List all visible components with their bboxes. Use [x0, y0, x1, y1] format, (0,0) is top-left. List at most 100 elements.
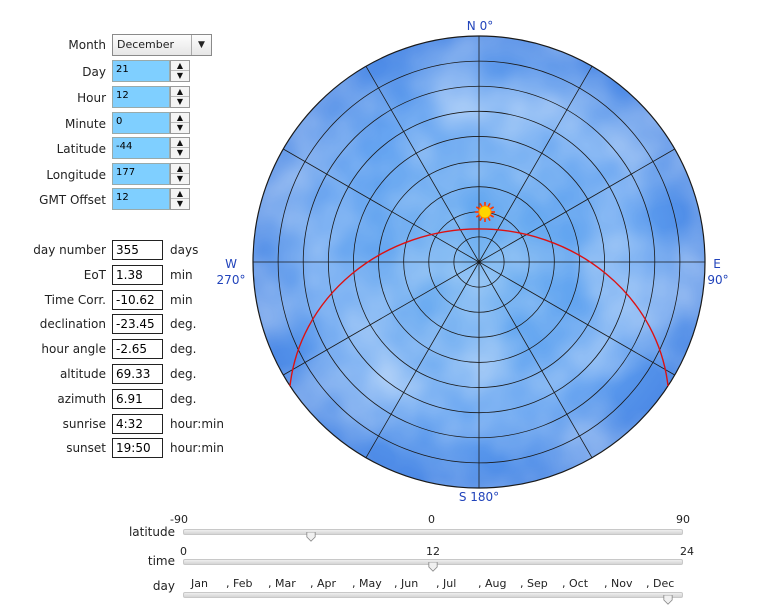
- month-separator: ,: [604, 577, 608, 590]
- month-separator: ,: [310, 577, 314, 590]
- gmt-offset-label: GMT Offset: [39, 193, 106, 207]
- latitude-min-tick: -90: [170, 513, 188, 526]
- longitude-up-icon[interactable]: ▲: [171, 164, 189, 174]
- month-tick-oct: Oct: [569, 577, 589, 590]
- latitude-slider-thumb[interactable]: [305, 532, 317, 542]
- day-down-icon[interactable]: ▼: [176, 71, 184, 80]
- latitude-slider[interactable]: [183, 529, 683, 535]
- longitude-down-icon[interactable]: ▼: [176, 174, 184, 183]
- month-select[interactable]: December ▼: [112, 34, 212, 56]
- time-corr-value: -10.62: [112, 290, 163, 310]
- time-slider-thumb[interactable]: [427, 562, 439, 572]
- hour-input[interactable]: 12: [112, 86, 170, 108]
- hour-up-icon[interactable]: ▲: [171, 87, 189, 97]
- month-tick-mar: Mar: [275, 577, 296, 590]
- latitude-slider-label: latitude: [128, 525, 175, 539]
- east-deg: 90°: [707, 273, 729, 287]
- sun-path-line: [289, 228, 669, 387]
- month-separator: ,: [436, 577, 440, 590]
- latitude-max-tick: 90: [676, 513, 690, 526]
- time-min-tick: 0: [180, 545, 187, 558]
- hour-down-icon[interactable]: ▼: [176, 97, 184, 106]
- azimuth-value: 6.91: [112, 389, 163, 409]
- day-slider[interactable]: [183, 592, 683, 598]
- day-input[interactable]: 21: [112, 60, 170, 82]
- time-corr-unit: min: [170, 293, 193, 307]
- dome-background: [253, 36, 705, 488]
- west-letter: W: [225, 257, 237, 271]
- hour-angle-value: -2.65: [112, 339, 163, 359]
- month-separator: ,: [268, 577, 272, 590]
- day-up-icon[interactable]: ▲: [171, 61, 189, 71]
- hour-angle-unit: deg.: [170, 342, 197, 356]
- azimuth-label: azimuth: [57, 392, 106, 406]
- declination-label: declination: [39, 317, 106, 331]
- eot-unit: min: [170, 268, 193, 282]
- sunset-value: 19:50: [112, 438, 163, 458]
- time-max-tick: 24: [680, 545, 694, 558]
- month-tick-feb: Feb: [233, 577, 253, 590]
- month-separator: ,: [478, 577, 482, 590]
- altitude-label: altitude: [59, 367, 106, 381]
- gmt-up-icon[interactable]: ▲: [171, 189, 189, 199]
- sunrise-label: sunrise: [62, 417, 106, 431]
- latitude-mid-tick: 0: [428, 513, 435, 526]
- month-label: Month: [68, 38, 106, 52]
- gmt-offset-input[interactable]: 12: [112, 188, 170, 210]
- declination-unit: deg.: [170, 317, 197, 331]
- eot-value: 1.38: [112, 265, 163, 285]
- month-tick-nov: Nov: [611, 577, 633, 590]
- west-deg: 270°: [216, 273, 246, 287]
- month-separator: ,: [394, 577, 398, 590]
- minute-label: Minute: [65, 117, 106, 131]
- latitude-input[interactable]: -44: [112, 137, 170, 159]
- time-corr-label: Time Corr.: [44, 293, 106, 307]
- month-tick-apr: Apr: [317, 577, 337, 590]
- altitude-unit: deg.: [170, 367, 197, 381]
- month-tick-may: May: [359, 577, 382, 590]
- time-mid-tick: 12: [426, 545, 440, 558]
- month-tick-jul: Jul: [443, 577, 457, 590]
- minute-down-icon[interactable]: ▼: [176, 123, 184, 132]
- hour-angle-label: hour angle: [41, 342, 106, 356]
- chevron-down-icon[interactable]: ▼: [191, 35, 211, 55]
- month-separator: ,: [562, 577, 566, 590]
- minute-input[interactable]: 0: [112, 112, 170, 134]
- latitude-up-icon[interactable]: ▲: [171, 138, 189, 148]
- altitude-value: 69.33: [112, 364, 163, 384]
- day-label: Day: [82, 65, 106, 79]
- azimuth-unit: deg.: [170, 392, 197, 406]
- latitude-label: Latitude: [56, 142, 106, 156]
- month-value: December: [117, 38, 175, 51]
- east-letter: E: [713, 257, 721, 271]
- dome-clouds: [253, 36, 705, 488]
- month-separator: ,: [226, 577, 230, 590]
- minute-up-icon[interactable]: ▲: [171, 113, 189, 123]
- month-separator: ,: [646, 577, 650, 590]
- time-slider-label: time: [147, 554, 175, 568]
- month-separator: ,: [520, 577, 524, 590]
- longitude-input[interactable]: 177: [112, 163, 170, 185]
- month-tick-aug: Aug: [485, 577, 507, 590]
- south-label: S 180°: [458, 490, 500, 504]
- gmt-down-icon[interactable]: ▼: [176, 199, 184, 208]
- month-separator: ,: [352, 577, 356, 590]
- month-tick-jan: Jan: [191, 577, 208, 590]
- sunrise-unit: hour:min: [170, 417, 224, 431]
- day-number-value: 355: [112, 240, 163, 260]
- sunset-label: sunset: [66, 441, 106, 455]
- day-slider-thumb[interactable]: [662, 595, 674, 605]
- day-number-unit: days: [170, 243, 199, 257]
- hour-label: Hour: [77, 91, 106, 105]
- month-tick-dec: Dec: [653, 577, 675, 590]
- dome-grid: [252, 35, 706, 489]
- longitude-label: Longitude: [46, 168, 106, 182]
- month-tick-sep: Sep: [527, 577, 548, 590]
- day-number-label: day number: [33, 243, 106, 257]
- month-tick-jun: Jun: [401, 577, 419, 590]
- sun-icon[interactable]: [475, 202, 495, 222]
- sunrise-value: 4:32: [112, 414, 163, 434]
- north-label: N 0°: [466, 19, 494, 33]
- day-slider-label: day: [152, 579, 175, 593]
- latitude-down-icon[interactable]: ▼: [176, 148, 184, 157]
